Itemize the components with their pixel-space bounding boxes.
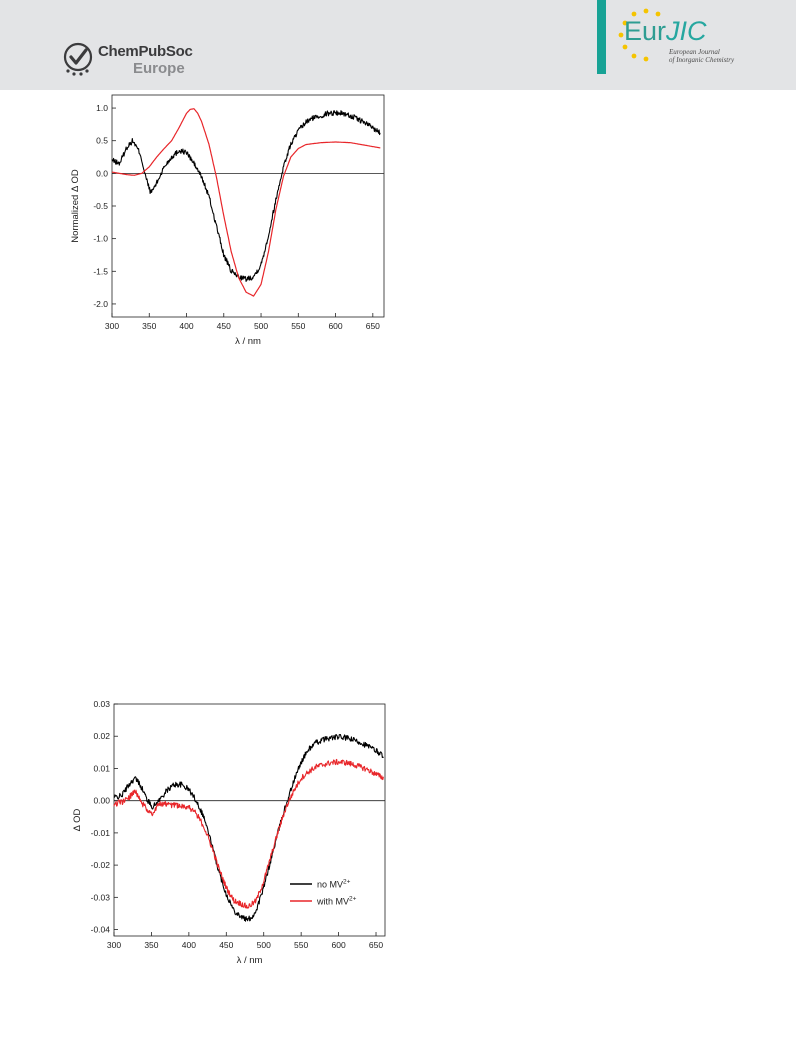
y-tick-label: -0.04	[91, 925, 111, 935]
chempubsoc-emblem-icon	[63, 42, 93, 76]
y-tick-label: 0.00	[93, 796, 110, 806]
chart-delta-od: 300 350 400 450 500 550 600 650 0.03 0.02 0.01 0.00…	[72, 699, 386, 966]
y-tick-label: -0.5	[93, 201, 108, 211]
x-tick-label: 650	[366, 321, 380, 331]
accent-bar	[597, 0, 606, 74]
series-line	[113, 758, 384, 909]
figure-delta-od-spectra: 300 350 400 450 500 550 600 650 0.03 0.02 0.01 0.00…	[0, 690, 796, 995]
legend-label: with MV2+	[316, 896, 357, 907]
y-tick-label: 0.0	[96, 168, 108, 178]
x-tick-label: 300	[107, 940, 121, 950]
legend-label-superscript: 2+	[349, 896, 357, 903]
star-ring-icon	[618, 8, 661, 62]
plot-frame	[111, 94, 385, 318]
journal-subtitle-line2: of Inorganic Chemistry	[669, 56, 735, 64]
x-tick-label: 650	[369, 940, 383, 950]
x-tick-label: 600	[331, 940, 345, 950]
legend-label-superscript: 2+	[343, 879, 351, 886]
y-tick-label: 0.02	[93, 731, 110, 741]
y-tick-label: 0.5	[96, 136, 108, 146]
x-axis-label: λ / nm	[235, 336, 261, 347]
chempubsoc-logo: ChemPubSoc Europe	[63, 41, 203, 81]
series-line	[113, 733, 384, 922]
x-tick-label: 350	[142, 321, 156, 331]
chart-normalized-delta-od: 300 350 400 450 500 550 600 650 1.0 0.5 0.0 -0.5 -1.…	[70, 94, 385, 347]
y-tick-label: 1.0	[96, 103, 108, 113]
x-tick-label: 400	[182, 940, 196, 950]
eurjic-logo: EurJIC European Journal of Inorganic Che…	[616, 6, 766, 74]
y-tick-label: -1.5	[93, 266, 108, 276]
page-header: ChemPubSoc Europe EurJIC European Journa…	[0, 0, 796, 90]
x-tick-label: 350	[144, 940, 158, 950]
x-tick-label: 500	[254, 321, 268, 331]
journal-subtitle-line1: European Journal	[669, 48, 720, 56]
journal-title-eur: Eur	[624, 16, 667, 46]
plot-frame	[113, 703, 386, 937]
journal-title: EurJIC	[624, 18, 707, 45]
y-tick-label: 0.03	[93, 699, 110, 709]
series-line	[111, 110, 381, 282]
y-tick-label: -0.03	[91, 892, 111, 902]
y-axis-label: Δ OD	[72, 809, 83, 832]
y-tick-label: 0.01	[93, 763, 110, 773]
x-tick-label: 600	[328, 321, 342, 331]
x-tick-label: 400	[179, 321, 193, 331]
x-tick-label: 450	[219, 940, 233, 950]
y-tick-label: -0.01	[91, 828, 111, 838]
x-tick-label: 550	[294, 940, 308, 950]
x-tick-label: 550	[291, 321, 305, 331]
publisher-name: ChemPubSoc	[98, 43, 193, 60]
y-axis-label: Normalized Δ OD	[70, 169, 81, 243]
y-tick-label: -2.0	[93, 299, 108, 309]
x-tick-label: 300	[105, 321, 119, 331]
legend-label: no MV2+	[317, 879, 351, 890]
y-tick-label: -1.0	[93, 234, 108, 244]
figure-normalized-spectra: 300 350 400 450 500 550 600 650 1.0 0.5 0.0 -0.5 -1.…	[0, 0, 796, 365]
x-axis-label: λ / nm	[237, 955, 263, 966]
publisher-region: Europe	[133, 60, 185, 77]
x-tick-label: 450	[217, 321, 231, 331]
y-tick-label: -0.02	[91, 860, 111, 870]
x-tick-label: 500	[257, 940, 271, 950]
series-line	[111, 108, 381, 297]
journal-title-jic: JIC	[666, 16, 707, 46]
